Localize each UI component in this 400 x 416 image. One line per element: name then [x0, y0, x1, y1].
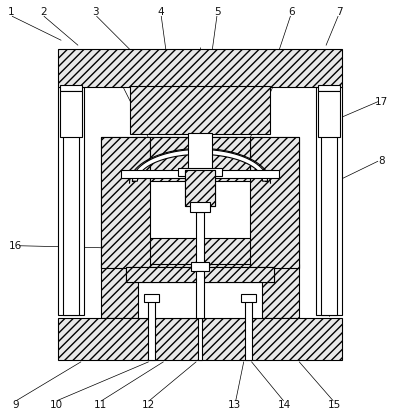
Bar [130, 86, 270, 134]
Polygon shape [132, 149, 268, 181]
Bar [136, 136, 264, 238]
Bar [196, 212, 204, 264]
Text: 10: 10 [50, 400, 62, 410]
Bar [126, 267, 274, 282]
Text: 5: 5 [214, 7, 221, 17]
Text: 15: 15 [328, 400, 341, 410]
Bar [60, 91, 82, 136]
Text: 7: 7 [336, 7, 342, 17]
Bar [191, 262, 209, 270]
Text: 4: 4 [157, 7, 164, 17]
Bar [188, 133, 212, 170]
Text: 14: 14 [278, 400, 291, 410]
Text: 17: 17 [375, 97, 388, 107]
Bar [148, 300, 155, 360]
Text: 16: 16 [9, 241, 22, 251]
Text: 12: 12 [142, 400, 155, 410]
Bar [101, 136, 299, 267]
Bar [321, 116, 337, 315]
Text: 6: 6 [288, 7, 295, 17]
Text: 1: 1 [8, 7, 15, 17]
Bar [138, 278, 262, 318]
Bar [241, 295, 256, 302]
Bar [144, 295, 159, 302]
Bar [316, 87, 342, 315]
Bar [185, 170, 215, 206]
Bar [318, 85, 340, 91]
Bar [126, 267, 274, 282]
Text: 2: 2 [40, 7, 46, 17]
Bar [318, 91, 340, 136]
Bar [190, 202, 210, 212]
Bar [58, 49, 342, 87]
Bar [178, 168, 222, 176]
Bar [185, 170, 215, 206]
Bar [250, 136, 299, 267]
Bar [101, 264, 299, 318]
Bar [58, 318, 342, 360]
Bar [60, 85, 82, 91]
Bar [101, 136, 150, 267]
Bar [58, 87, 84, 315]
Bar [150, 136, 250, 181]
Text: 8: 8 [378, 156, 385, 166]
Bar [245, 300, 252, 360]
Text: 9: 9 [12, 400, 19, 410]
Text: 3: 3 [92, 7, 99, 17]
Bar [120, 170, 280, 178]
Bar [196, 270, 204, 318]
Bar [198, 318, 202, 360]
Bar [63, 116, 79, 315]
Text: 11: 11 [94, 400, 107, 410]
Text: 13: 13 [228, 400, 241, 410]
